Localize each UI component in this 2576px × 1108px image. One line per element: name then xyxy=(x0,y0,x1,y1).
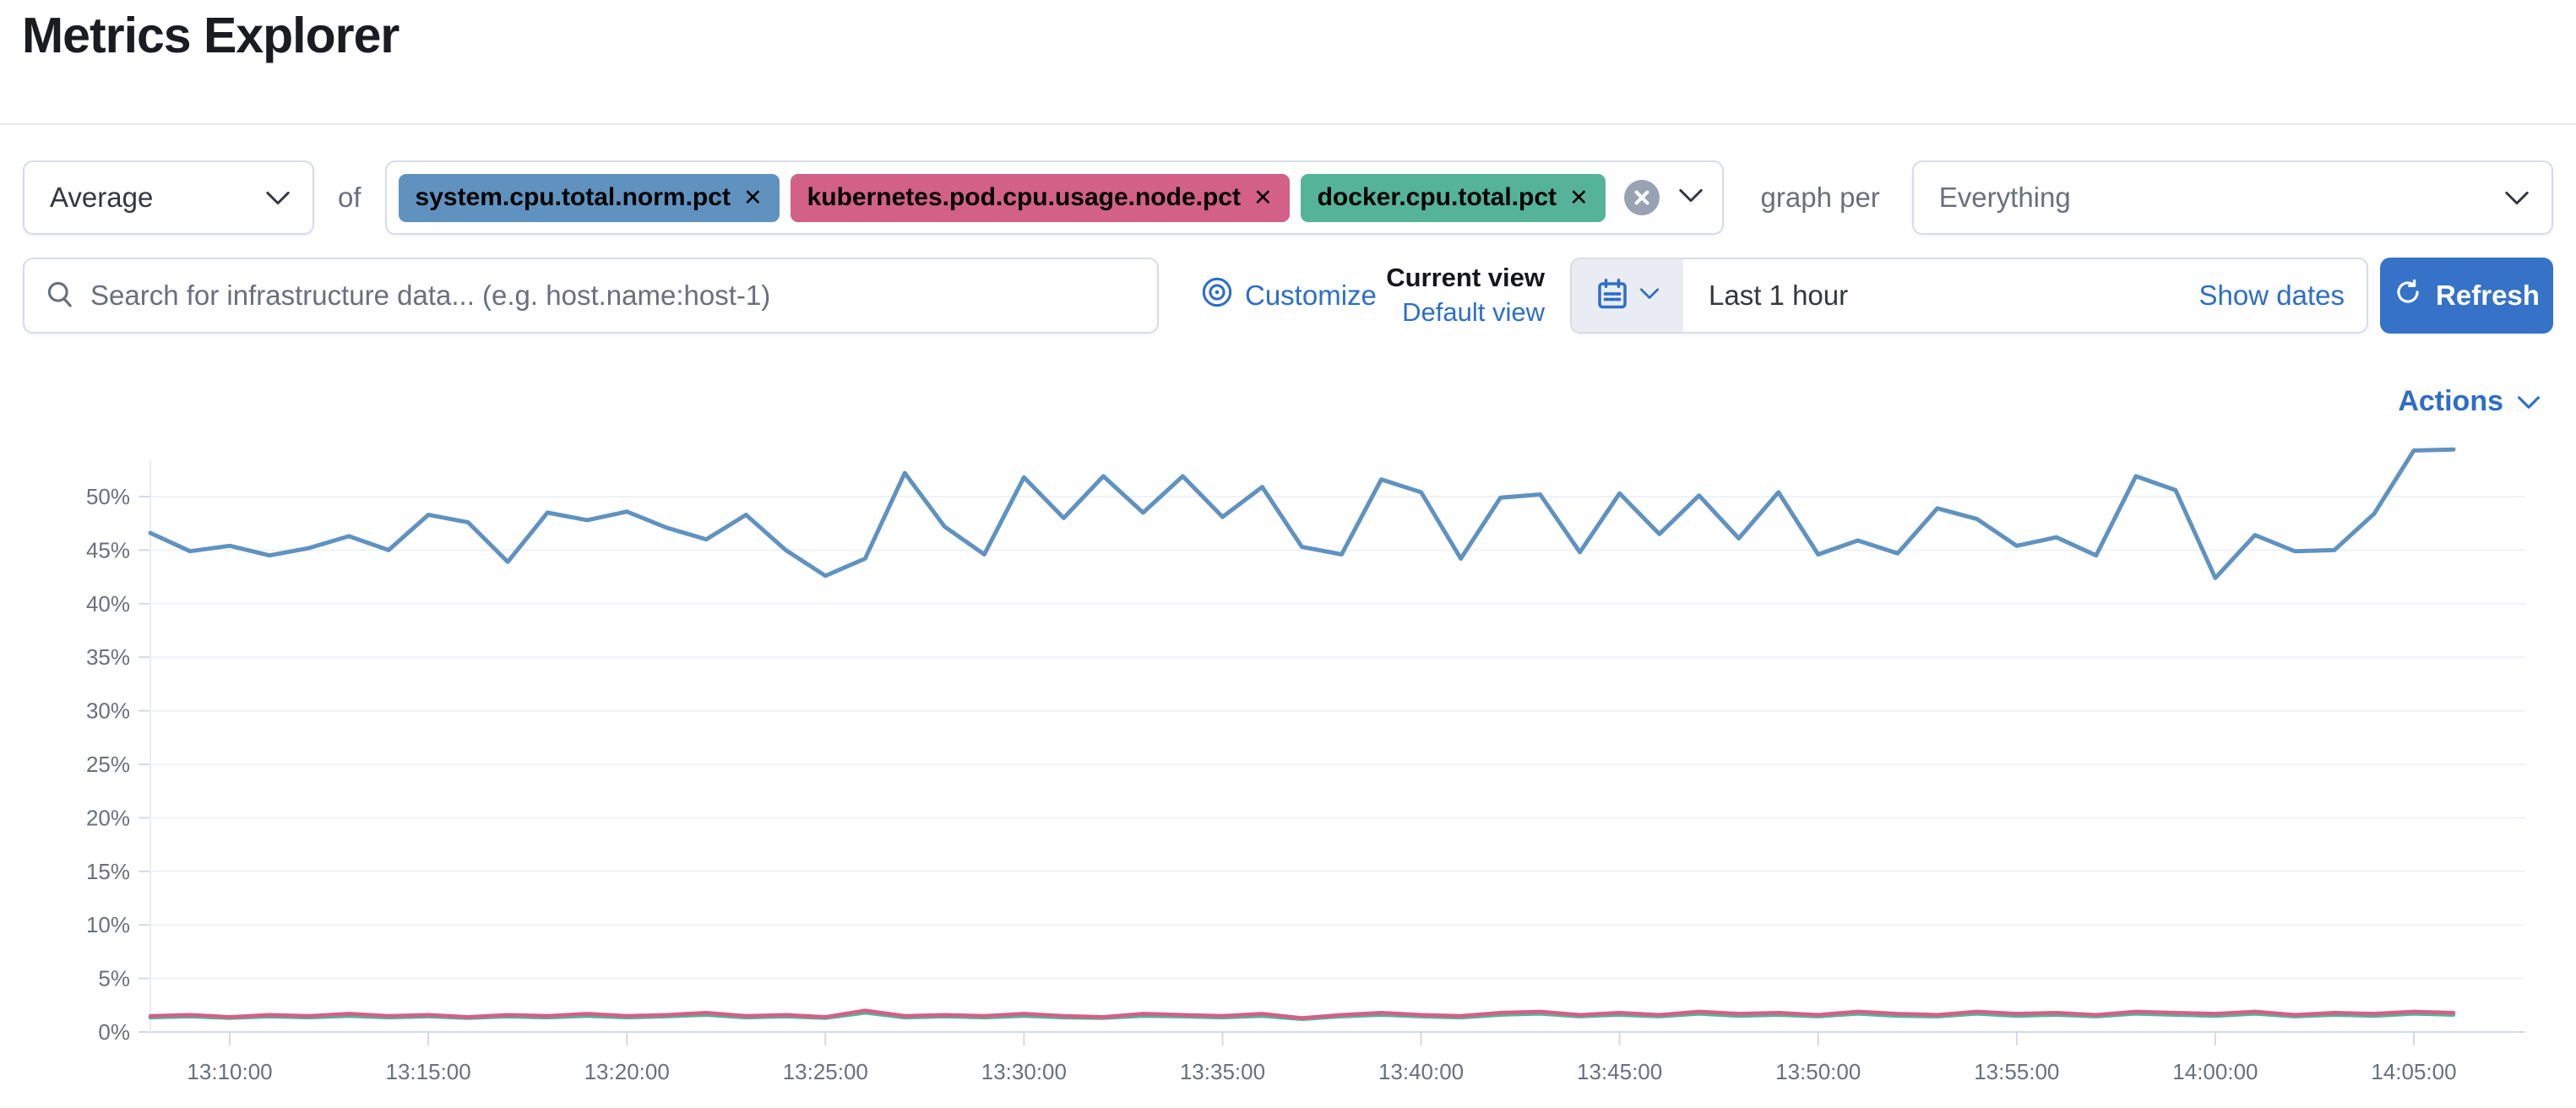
view-picker: Current view Default view xyxy=(1386,261,1545,330)
svg-text:40%: 40% xyxy=(86,591,130,616)
default-view-link[interactable]: Default view xyxy=(1402,297,1545,327)
remove-metric-icon[interactable]: ✕ xyxy=(742,184,763,210)
svg-text:13:20:00: 13:20:00 xyxy=(584,1059,670,1084)
aggregation-value: Average xyxy=(50,182,154,213)
svg-text:14:00:00: 14:00:00 xyxy=(2172,1059,2258,1084)
metrics-chart[interactable]: 0% 5% 10% 15% 20% 25% 30% 35% 40% 45% 50% 13:10:00 1… xyxy=(0,422,2576,1108)
svg-text:0%: 0% xyxy=(98,1019,130,1045)
calendar-icon xyxy=(1595,277,1629,315)
svg-text:13:15:00: 13:15:00 xyxy=(386,1059,471,1084)
svg-text:30%: 30% xyxy=(86,698,130,724)
line-chart-canvas: 0% 5% 10% 15% 20% 25% 30% 35% 40% 45% 50% 13:10:00 1… xyxy=(86,447,2525,1084)
refresh-icon xyxy=(2394,278,2422,313)
search-icon xyxy=(45,279,75,313)
customize-label: Customize xyxy=(1245,280,1377,311)
svg-text:5%: 5% xyxy=(98,966,130,991)
chevron-down-icon xyxy=(265,182,291,214)
group-by-select[interactable]: Everything xyxy=(1911,160,2553,235)
quick-select-menu[interactable] xyxy=(1572,259,1683,332)
svg-text:13:30:00: 13:30:00 xyxy=(981,1059,1067,1084)
current-view-label: Current view xyxy=(1386,263,1545,293)
svg-text:13:35:00: 13:35:00 xyxy=(1180,1059,1265,1084)
refresh-label: Refresh xyxy=(2436,280,2540,311)
metric-badge-label: docker.cpu.total.pct xyxy=(1317,183,1557,211)
time-range-value[interactable]: Last 1 hour xyxy=(1709,280,1849,311)
actions-menu-button[interactable]: Actions xyxy=(2398,385,2541,418)
metric-badge[interactable]: docker.cpu.total.pct ✕ xyxy=(1300,173,1606,222)
remove-metric-icon[interactable]: ✕ xyxy=(1569,184,1589,210)
svg-text:13:25:00: 13:25:00 xyxy=(783,1059,868,1084)
metric-badge-label: system.cpu.total.norm.pct xyxy=(415,183,731,211)
group-by-value: Everything xyxy=(1938,182,2071,213)
svg-text:14:05:00: 14:05:00 xyxy=(2371,1059,2456,1084)
metric-badge-list: system.cpu.total.norm.pct ✕ kubernetes.pod… xyxy=(398,173,1606,222)
search-field[interactable] xyxy=(23,258,1159,334)
actions-label: Actions xyxy=(2398,385,2503,417)
aggregation-select[interactable]: Average xyxy=(23,160,314,235)
svg-text:13:55:00: 13:55:00 xyxy=(1974,1059,2059,1084)
svg-text:13:40:00: 13:40:00 xyxy=(1378,1059,1464,1084)
remove-metric-icon[interactable]: ✕ xyxy=(1253,184,1273,210)
combobox-controls xyxy=(1623,180,1704,215)
metric-badge[interactable]: kubernetes.pod.cpu.usage.node.pct ✕ xyxy=(790,173,1290,222)
chevron-down-icon xyxy=(2517,385,2541,418)
refresh-button[interactable]: Refresh xyxy=(2380,258,2553,334)
customize-button[interactable]: Customize xyxy=(1201,276,1391,315)
of-label: of xyxy=(338,182,361,213)
svg-text:15%: 15% xyxy=(86,859,130,884)
show-dates-button[interactable]: Show dates xyxy=(2198,280,2345,311)
metrics-combobox[interactable]: system.cpu.total.norm.pct ✕ kubernetes.pod… xyxy=(384,160,1724,235)
chevron-down-icon xyxy=(1639,287,1660,305)
svg-text:50%: 50% xyxy=(86,484,130,509)
svg-text:13:45:00: 13:45:00 xyxy=(1577,1059,1662,1084)
graph-per-label: graph per xyxy=(1760,182,1880,213)
svg-text:10%: 10% xyxy=(86,912,130,937)
chevron-down-icon[interactable] xyxy=(1678,187,1704,209)
svg-text:13:10:00: 13:10:00 xyxy=(187,1059,272,1084)
metric-badge[interactable]: system.cpu.total.norm.pct ✕ xyxy=(398,173,780,222)
header-divider xyxy=(0,123,2576,125)
clear-metrics-icon[interactable] xyxy=(1623,180,1660,215)
query-toolbar: Customize Current view Default view Last… xyxy=(23,258,2553,334)
chevron-down-icon xyxy=(2504,182,2530,214)
svg-text:20%: 20% xyxy=(86,805,130,830)
svg-text:35%: 35% xyxy=(86,644,130,670)
metric-badge-label: kubernetes.pod.cpu.usage.node.pct xyxy=(807,183,1241,211)
svg-text:25%: 25% xyxy=(86,752,130,777)
svg-text:45%: 45% xyxy=(86,537,130,562)
time-range-picker: Last 1 hour Show dates xyxy=(1570,258,2368,334)
eye-icon xyxy=(1201,276,1233,315)
svg-text:13:50:00: 13:50:00 xyxy=(1775,1059,1861,1084)
search-input[interactable] xyxy=(90,280,1137,312)
metrics-toolbar: Average of system.cpu.total.norm.pct ✕ kub… xyxy=(23,160,2553,235)
page-title: Metrics Explorer xyxy=(22,8,399,63)
